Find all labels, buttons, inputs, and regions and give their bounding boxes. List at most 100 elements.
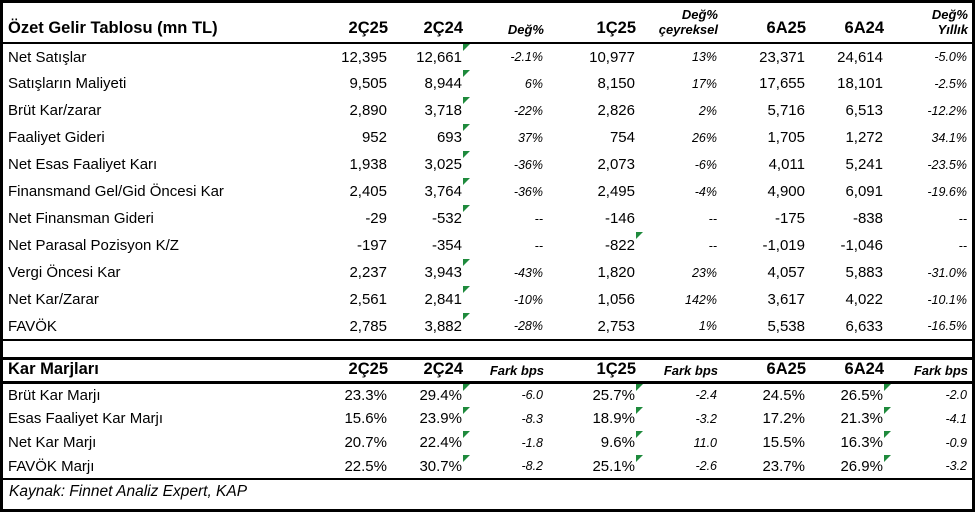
change-cell: -5.0% — [934, 50, 967, 64]
value-cell: -29 — [365, 210, 387, 227]
value-cell: 22.5% — [309, 454, 392, 480]
value-cell: 6,513 — [845, 102, 883, 119]
change-cell: -12.2% — [927, 103, 967, 118]
comment-marker-icon — [463, 286, 470, 293]
table-row: Net Kar/Zarar 2,561 2,841 -10% 1,056 142… — [3, 286, 972, 313]
row-label: Satışların Maliyeti — [8, 75, 127, 92]
value-cell: 693 — [392, 124, 470, 151]
change-cell: -4% — [694, 184, 717, 199]
value-cell: 23.7% — [722, 454, 810, 480]
comment-marker-icon — [884, 384, 891, 391]
table-row: Brüt Kar Marjı 23.3% 29.4% -6.0 25.7% -2… — [3, 383, 972, 407]
value-cell: 16.3% — [810, 430, 891, 455]
column-header-fark-bps: Fark bps — [888, 357, 972, 384]
value-cell: -838 — [852, 210, 883, 227]
change-cell: 1% — [640, 313, 722, 341]
row-label: Faaliyet Gideri — [8, 129, 105, 146]
value-cell: 5,883 — [845, 264, 883, 281]
comment-marker-icon — [636, 406, 643, 414]
value-cell: -532 — [392, 205, 470, 232]
column-header-1c25: 1Ç25 — [548, 357, 640, 384]
comment-marker-icon — [463, 430, 470, 438]
source-footer: Kaynak: Finnet Analiz Expert, KAP — [3, 480, 972, 504]
column-header-2c25: 2Ç25 — [309, 3, 392, 44]
column-header-2c25: 2Ç25 — [309, 357, 392, 384]
value-cell: 25.1% — [548, 454, 643, 480]
value-cell: 26.9% — [810, 454, 891, 480]
change-cell: -16.5% — [888, 313, 972, 341]
change-cell: -2.6 — [640, 454, 722, 480]
change-cell: -2.1% — [510, 50, 543, 64]
comment-marker-icon — [463, 70, 470, 77]
margins-table-title: Kar Marjları — [3, 357, 309, 384]
change-cell: 6% — [524, 76, 543, 91]
value-cell: 4,057 — [767, 264, 805, 281]
comment-marker-icon — [463, 384, 470, 391]
value-cell: 2,785 — [309, 313, 392, 341]
value-cell: 2,890 — [349, 102, 387, 119]
value-cell: -354 — [431, 237, 462, 254]
change-cell: -6% — [694, 157, 717, 172]
change-cell: -2.0 — [945, 388, 967, 403]
row-label: Net Kar Marjı — [8, 434, 97, 451]
row-label: Esas Faaliyet Kar Marjı — [8, 410, 164, 427]
comment-marker-icon — [463, 178, 470, 185]
change-cell: -6.0 — [521, 388, 543, 403]
value-cell: 2,841 — [392, 286, 470, 313]
column-header-deg-ceyreksel: Değ% çeyreksel — [640, 3, 722, 44]
change-cell: -19.6% — [927, 184, 967, 199]
value-cell: -146 — [604, 210, 635, 227]
comment-marker-icon — [636, 454, 643, 462]
value-cell: 2,405 — [349, 183, 387, 200]
value-cell: 8,150 — [597, 75, 635, 92]
margins-table: Kar Marjları 2Ç25 2Ç24 Fark bps 1Ç25 Far… — [3, 357, 972, 480]
row-label: Finansmand Gel/Gid Öncesi Kar — [8, 183, 224, 200]
value-cell: 3,882 — [392, 313, 470, 341]
comment-marker-icon — [463, 44, 470, 51]
margins-header-row: Kar Marjları 2Ç25 2Ç24 Fark bps 1Ç25 Far… — [3, 357, 972, 384]
table-row: FAVÖK Marjı 22.5% 30.7% -8.2 25.1% -2.6 … — [3, 454, 972, 480]
value-cell: 4,011 — [768, 156, 805, 173]
change-cell: -- — [708, 211, 717, 226]
change-cell: -10% — [513, 292, 543, 307]
value-cell: 18.9% — [548, 406, 643, 431]
value-cell: 26.5% — [810, 383, 891, 407]
comment-marker-icon — [463, 151, 470, 158]
value-cell: 29.4% — [392, 383, 470, 407]
row-label: Net Finansman Gideri — [8, 210, 154, 227]
column-header-fark-bps: Fark bps — [467, 357, 548, 384]
value-cell: 10,977 — [589, 48, 635, 66]
change-cell: -- — [708, 238, 717, 253]
row-label: Net Kar/Zarar — [8, 291, 99, 308]
value-cell: 17.2% — [762, 410, 805, 427]
change-cell: -10.1% — [927, 292, 967, 307]
value-cell: 1,820 — [597, 264, 635, 281]
comment-marker-icon — [463, 259, 470, 266]
value-cell: 15.6% — [344, 410, 387, 427]
change-cell: -8.3 — [521, 411, 543, 426]
column-header-6a24: 6A24 — [810, 3, 888, 44]
change-cell: -- — [958, 211, 967, 226]
value-cell: 754 — [609, 129, 635, 146]
value-cell: 30.7% — [392, 454, 470, 480]
column-header-2c24: 2Ç24 — [392, 357, 467, 384]
table-row: Net Finansman Gideri -29 -532 -- -146 --… — [3, 205, 972, 232]
value-cell: 5,538 — [722, 313, 810, 341]
change-cell: -28% — [467, 313, 548, 341]
table-row: Brüt Kar/zarar 2,890 3,718 -22% 2,826 2%… — [3, 97, 972, 124]
value-cell: 2,237 — [349, 264, 387, 281]
value-cell: 9.6% — [548, 430, 643, 455]
table-row: Esas Faaliyet Kar Marjı 15.6% 23.9% -8.3… — [3, 406, 972, 431]
change-cell: -0.9 — [945, 435, 967, 450]
value-cell: 15.5% — [762, 434, 805, 451]
value-cell: 3,718 — [392, 97, 470, 124]
change-cell: 34.1% — [931, 130, 967, 145]
value-cell: 1,705 — [767, 129, 805, 146]
value-cell: 3,617 — [767, 291, 805, 308]
table-row: Net Parasal Pozisyon K/Z -197 -354 -- -8… — [3, 232, 972, 259]
column-header-deg-qoq-yoy: Değ% — [467, 3, 548, 44]
value-cell: 12,661 — [392, 43, 470, 70]
table-row: Net Kar Marjı 20.7% 22.4% -1.8 9.6% 11.0… — [3, 430, 972, 455]
value-cell: -1,046 — [840, 237, 883, 254]
value-cell: -175 — [774, 210, 805, 227]
